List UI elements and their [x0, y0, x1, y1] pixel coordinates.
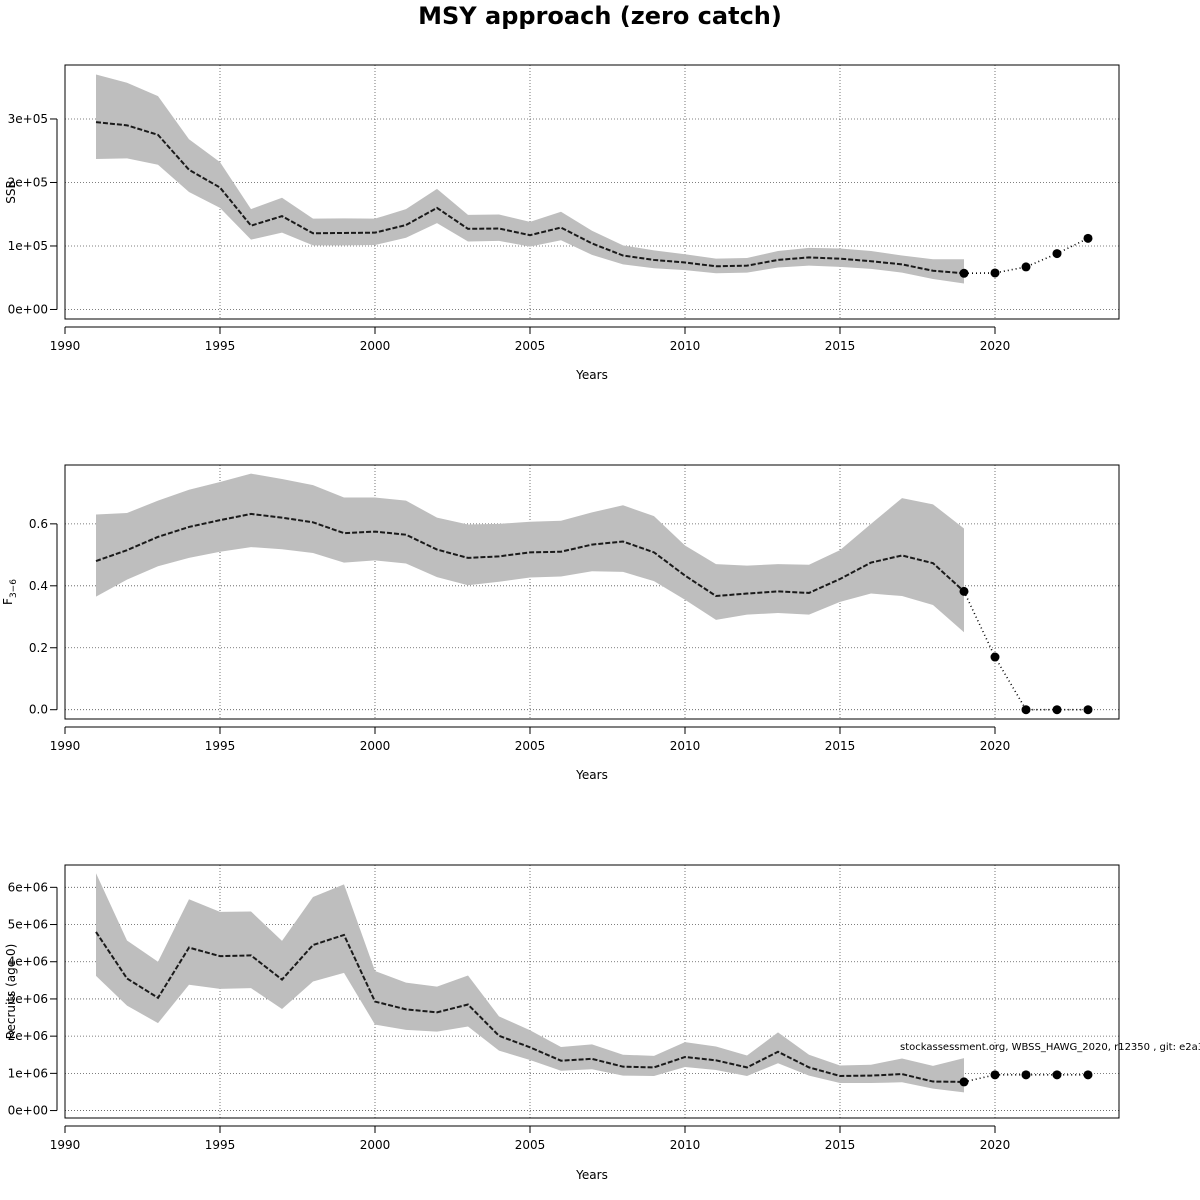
forecast-point: [1052, 249, 1062, 259]
x-axis-label: Years: [575, 768, 608, 782]
x-tick-label: 1990: [50, 1138, 81, 1152]
forecast-point: [990, 652, 1000, 662]
x-tick-label: 1995: [205, 339, 236, 353]
ssb-panel: 1990 1995 2000 2005 2010 2015 2020 0e+00 1e+05 2e…: [4, 64, 1120, 382]
y-tick-label: 1e+06: [8, 1066, 48, 1080]
x-tick-label: 2010: [670, 1138, 701, 1152]
y-tick-label: 0.2: [29, 641, 48, 655]
watermark-text: stockassessment.org, WBSS_HAWG_2020, r12…: [900, 1042, 1200, 1053]
y-axis-label: SSB: [4, 180, 18, 203]
x-tick-label: 2015: [825, 1138, 856, 1152]
confidence-band: [96, 873, 964, 1093]
estimate-line: [95, 931, 965, 1083]
confidence-band: [96, 74, 964, 284]
x-tick-label: 2020: [980, 1138, 1011, 1152]
y-tick-label: 2e+06: [8, 1029, 48, 1043]
y-tick-label: 0.0: [29, 703, 48, 717]
x-tick-label: 2015: [825, 739, 856, 753]
y-tick-label: 3e+05: [8, 112, 48, 126]
y-tick-label: 3e+06: [8, 992, 48, 1006]
forecast-point: [1052, 705, 1062, 715]
chart-title: MSY approach (zero catch): [418, 2, 782, 30]
y-tick-label: 0e+00: [8, 1104, 48, 1118]
x-tick-label: 2020: [980, 739, 1011, 753]
x-axis-label: Years: [575, 368, 608, 382]
y-tick-label: 0.6: [29, 517, 48, 531]
forecast-point: [1021, 1070, 1031, 1080]
y-axis-label: F3−6: [1, 579, 19, 605]
x-tick-label: 2000: [360, 1138, 391, 1152]
x-tick-label: 1990: [50, 739, 81, 753]
x-tick-label: 2005: [515, 739, 546, 753]
y-tick-label: 6e+06: [8, 880, 48, 894]
y-axis-label: Recruits (age 0): [4, 944, 18, 1040]
x-tick-label: 1990: [50, 339, 81, 353]
y-tick-label: 0.4: [29, 579, 48, 593]
x-tick-label: 2000: [360, 339, 391, 353]
forecast-point: [959, 1077, 969, 1087]
y-tick-label: 2e+05: [8, 175, 48, 189]
forecast-point: [1021, 262, 1031, 272]
fishing-mortality-panel: 1990 1995 2000 2005 2010 2015 2020 0.0 0.2 0.4 0.6…: [1, 464, 1120, 782]
forecast-point: [1083, 705, 1093, 715]
x-tick-label: 2010: [670, 339, 701, 353]
plot-frame: [64, 864, 1120, 1119]
x-tick-label: 2020: [980, 339, 1011, 353]
forecast-point: [1083, 1070, 1093, 1080]
forecast-point: [1052, 1070, 1062, 1080]
forecast-point: [1021, 705, 1031, 715]
x-axis-label: Years: [575, 1168, 608, 1182]
forecast-line: [963, 591, 1088, 711]
forecast-line: [963, 237, 1089, 275]
forecast-point: [990, 268, 1000, 278]
y-tick-label: 1e+05: [8, 239, 48, 253]
x-tick-label: 2005: [515, 1138, 546, 1152]
x-tick-label: 2015: [825, 339, 856, 353]
x-tick-label: 2005: [515, 339, 546, 353]
y-tick-label: 0e+00: [8, 302, 48, 316]
forecast-point: [959, 268, 969, 278]
x-tick-label: 2000: [360, 739, 391, 753]
recruitment-panel: 1990 1995 2000 2005 2010 2015 2020 0e+00 1e+06 2e…: [4, 864, 1120, 1182]
x-tick-label: 2010: [670, 739, 701, 753]
forecast-point: [1083, 233, 1093, 243]
forecast-point: [959, 586, 969, 596]
forecast-line: [963, 1074, 1088, 1083]
x-tick-label: 1995: [205, 739, 236, 753]
plot-frame: [64, 464, 1120, 720]
plot-frame: [64, 64, 1120, 320]
estimate-line: [95, 512, 965, 598]
estimate-line: [95, 121, 965, 275]
y-axis-label-subscript: 3−6: [9, 579, 19, 598]
y-tick-label: 4e+06: [8, 955, 48, 969]
y-tick-label: 5e+06: [8, 918, 48, 932]
x-tick-label: 1995: [205, 1138, 236, 1152]
forecast-point: [990, 1070, 1000, 1080]
